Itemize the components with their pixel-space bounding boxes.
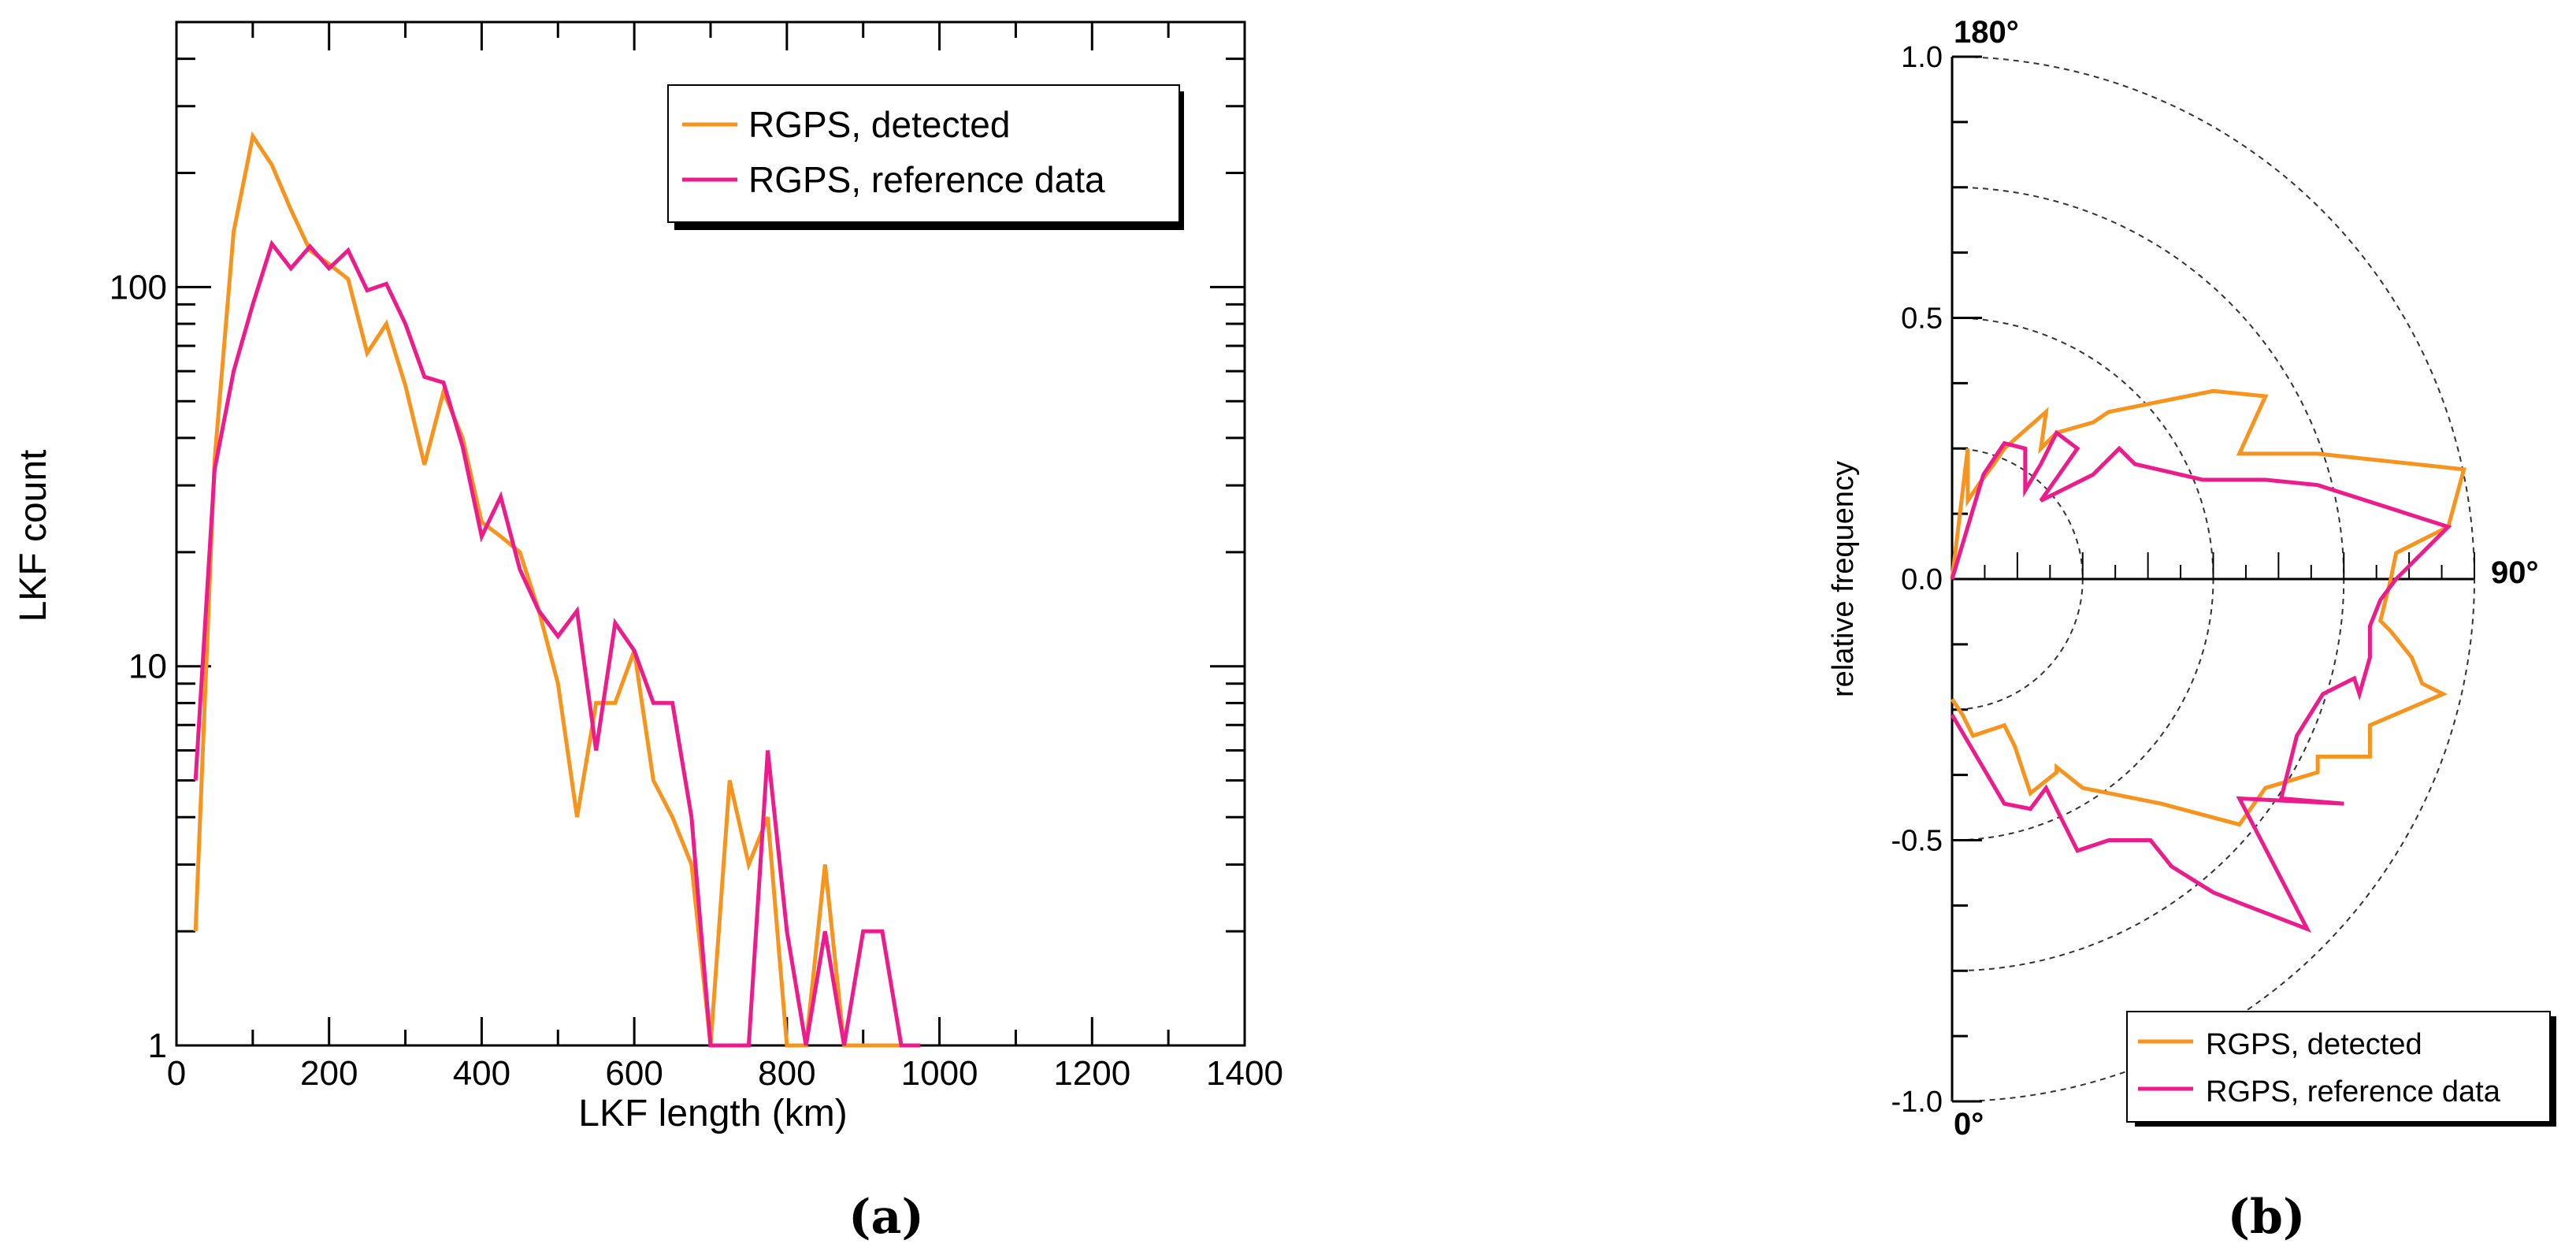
panel-b: 1.0 0.5 0.0 -0.5 -1.0 relative frequency 180… bbox=[1827, 15, 2556, 1245]
legend: RGPS, detected RGPS, reference data bbox=[2126, 1011, 2556, 1127]
series-group bbox=[193, 131, 921, 1048]
x-tick-label: 1000 bbox=[901, 1054, 978, 1093]
panel-caption-b: (b) bbox=[2228, 1190, 2306, 1245]
angle-label-90: 90° bbox=[2491, 555, 2539, 590]
x-axis-label: LKF length (km) bbox=[578, 1093, 847, 1134]
y-tick-label: 1 bbox=[148, 1027, 167, 1065]
axis-ticks bbox=[1952, 55, 2475, 1103]
y-tick-label: 100 bbox=[109, 268, 167, 306]
y-tick-label: 0.5 bbox=[1901, 303, 1943, 336]
axis-ticks bbox=[175, 20, 1246, 1047]
y-tick-label: 1.0 bbox=[1901, 41, 1943, 74]
x-tick-labels: 0 200 400 600 800 1000 1200 1400 bbox=[167, 1054, 1283, 1093]
legend-label-reference: RGPS, reference data bbox=[2206, 1075, 2501, 1108]
x-tick-label: 400 bbox=[453, 1054, 510, 1093]
y-tick-label: 10 bbox=[128, 648, 167, 686]
y-tick-labels: 1 10 100 bbox=[109, 268, 167, 1065]
y-axis-label: LKF count bbox=[13, 450, 54, 622]
legend-label-detected: RGPS, detected bbox=[2206, 1028, 2422, 1061]
y-tick-labels: 1.0 0.5 0.0 -0.5 -1.0 bbox=[1891, 41, 1943, 1119]
y-tick-label: -1.0 bbox=[1891, 1086, 1943, 1119]
series-line-reference bbox=[193, 239, 921, 1048]
y-tick-label: -0.5 bbox=[1891, 825, 1943, 858]
y-axis-label: relative frequency bbox=[1827, 461, 1860, 697]
x-tick-label: 800 bbox=[758, 1054, 815, 1093]
x-tick-label: 1200 bbox=[1053, 1054, 1130, 1093]
y-tick-label: 0.0 bbox=[1901, 563, 1943, 596]
legend-box bbox=[2126, 1011, 2551, 1123]
angle-label-0: 0° bbox=[1954, 1107, 1984, 1142]
angle-label-180: 180° bbox=[1954, 15, 2019, 50]
x-tick-label: 1400 bbox=[1206, 1054, 1283, 1093]
x-tick-label: 0 bbox=[167, 1054, 186, 1093]
legend-label-detected: RGPS, detected bbox=[748, 104, 1010, 145]
legend: RGPS, detected RGPS, reference data bbox=[667, 84, 1184, 230]
series-line-detected bbox=[193, 131, 902, 1048]
panel-a: 0 200 400 600 800 1000 1200 1400 1 10 100 LKF len… bbox=[13, 20, 1283, 1245]
series-group bbox=[1950, 388, 2467, 933]
legend-box bbox=[667, 84, 1180, 223]
series-line-detected bbox=[1950, 388, 2467, 827]
legend-label-reference: RGPS, reference data bbox=[748, 159, 1105, 200]
panel-caption-a: (a) bbox=[848, 1190, 924, 1245]
x-tick-label: 200 bbox=[300, 1054, 358, 1093]
x-tick-label: 600 bbox=[605, 1054, 663, 1093]
series-line-reference bbox=[1950, 429, 2452, 933]
